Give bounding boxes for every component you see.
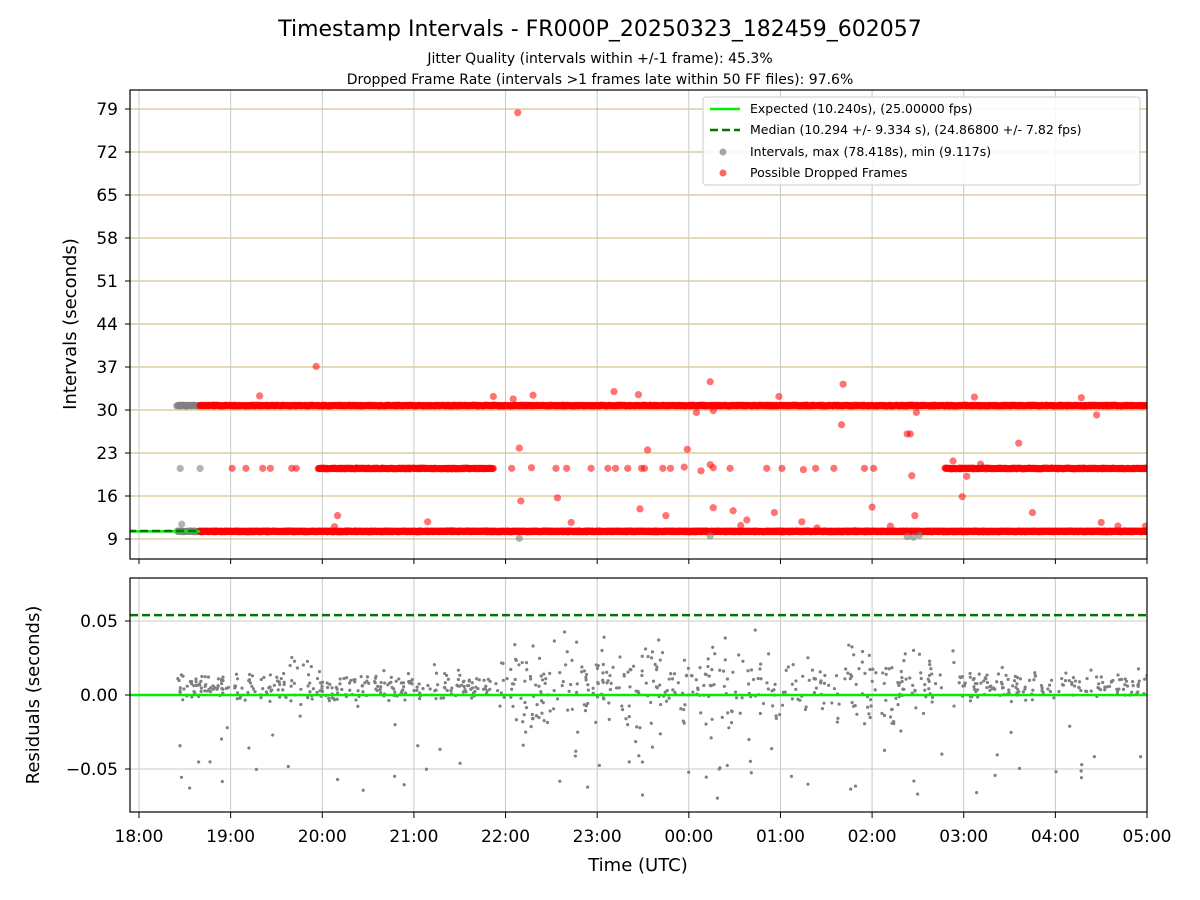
intervals-y-axis: 9 16 23 30 37 44 51 58 65 72 79	[96, 100, 130, 550]
chart-subtitle-jitter: Jitter Quality (intervals within +/-1 fr…	[426, 51, 772, 67]
intervals-y-tick-label: 44	[96, 315, 118, 335]
intervals-y-tick-label: 72	[96, 143, 118, 163]
dropped-frame-point	[1143, 401, 1147, 409]
dropped-frame-point	[1144, 528, 1147, 536]
intervals-y-tick-label: 23	[96, 444, 118, 464]
intervals-y-tick-label: 65	[96, 186, 118, 206]
intervals-y-tick-label: 30	[96, 401, 118, 421]
intervals-y-tick-label: 51	[96, 272, 118, 292]
intervals-y-tick-label: 16	[96, 487, 118, 507]
intervals-y-tick-label: 79	[96, 100, 118, 120]
intervals-y-tick-label: 58	[96, 229, 118, 249]
chart-subtitle-dropped: Dropped Frame Rate (intervals >1 frames …	[347, 72, 854, 88]
chart-title: Timestamp Intervals - FR000P_20250323_18…	[277, 17, 922, 42]
intervals-plot-area	[130, 109, 1147, 542]
intervals-y-tick-label: 9	[107, 530, 118, 550]
intervals-y-tick-label: 37	[96, 358, 118, 378]
